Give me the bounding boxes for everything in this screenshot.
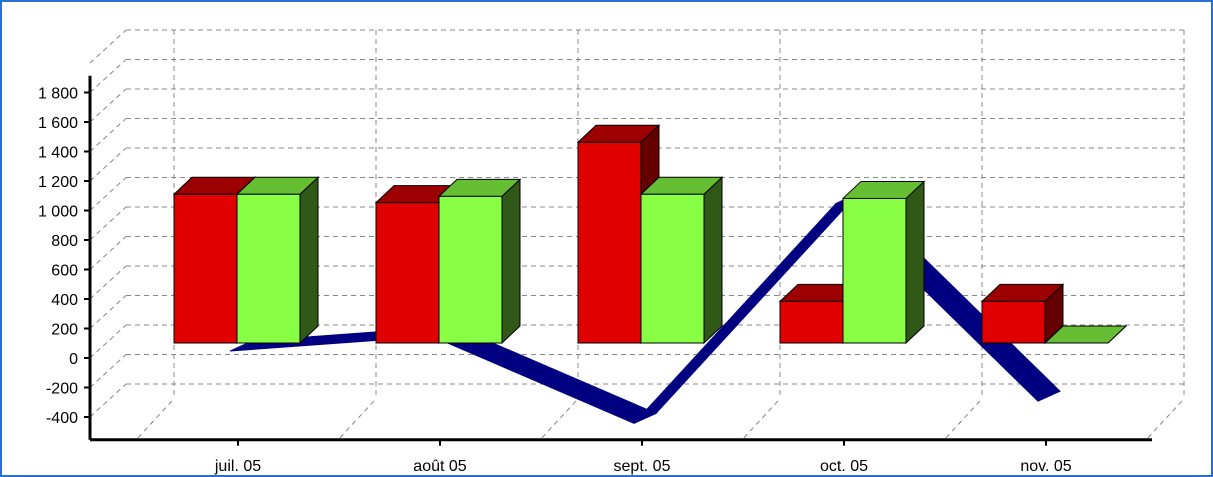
bar (779, 300, 844, 344)
bar (375, 202, 440, 344)
gridline-depth (89, 354, 127, 388)
y-tick-label: 0 (69, 351, 78, 368)
y-tick-label: 1 800 (38, 86, 78, 103)
bar (173, 193, 238, 344)
gridline-depth (89, 383, 127, 418)
y-tick-label: 200 (51, 322, 78, 339)
bar-side (703, 176, 723, 345)
gridline-floor (339, 398, 377, 439)
bar-top (1043, 325, 1128, 344)
gridline-depth (89, 206, 127, 241)
bar (577, 141, 642, 344)
gridline-depth (89, 295, 127, 329)
y-tick-label: -400 (46, 410, 78, 427)
bar (981, 300, 1046, 344)
bar (640, 193, 705, 344)
bar-side (905, 180, 925, 345)
gridline-floor (743, 398, 781, 439)
gridline-floor (137, 398, 175, 439)
y-tick-label: 600 (51, 263, 78, 280)
y-tick-label: 1 400 (38, 145, 78, 162)
gridline-depth (89, 324, 127, 359)
y-tick-label: -200 (46, 381, 78, 398)
x-tick-label: nov. 05 (1020, 458, 1071, 475)
y-tick-label: 400 (51, 292, 78, 309)
gridline-depth (89, 59, 127, 93)
gridline-depth (89, 265, 127, 300)
gridline-floor (945, 398, 983, 439)
y-tick-label: 1 000 (38, 204, 78, 221)
bar-side (299, 176, 319, 345)
x-tick-label: juil. 05 (214, 458, 261, 475)
gridline-depth (89, 29, 127, 64)
gridline-depth (89, 236, 127, 270)
gridline-depth (89, 118, 127, 152)
bar (236, 193, 301, 344)
gridline-depth (89, 88, 127, 123)
y-tick-label: 800 (51, 233, 78, 250)
x-tick-label: oct. 05 (820, 458, 868, 475)
y-tick-label: 1 600 (38, 115, 78, 132)
gridline-depth (89, 177, 127, 211)
x-tick-label: août 05 (413, 458, 466, 475)
bar-side (501, 178, 521, 345)
gridline-floor (541, 398, 579, 439)
x-tick-label: sept. 05 (614, 458, 671, 475)
gridline-floor (1147, 398, 1185, 439)
bar (842, 197, 907, 344)
bar (438, 195, 503, 344)
gridline-depth (89, 147, 127, 182)
y-tick-label: 1 200 (38, 174, 78, 191)
